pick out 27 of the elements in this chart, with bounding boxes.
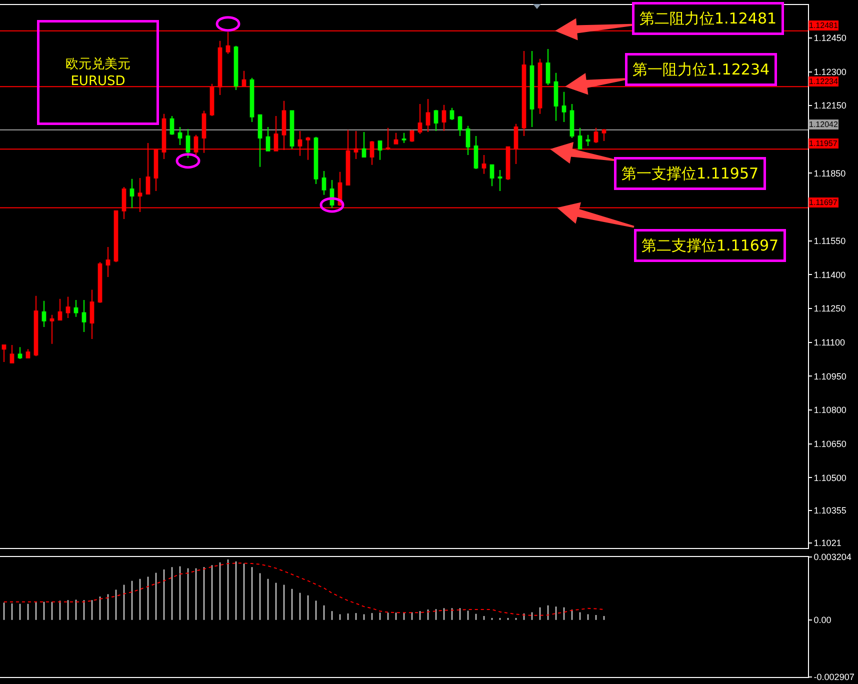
y-tick-label: 1.12150: [814, 100, 846, 111]
ref-line-label: 1.11957: [809, 139, 838, 148]
y-tick-label: 1.12300: [814, 66, 846, 77]
y-tick-label: 0.00: [814, 615, 832, 626]
annotation: 欧元兑美元 EURUSD: [66, 56, 130, 89]
annotation: 第二阻力位1.12481: [640, 10, 777, 28]
y-tick-label: 1.11400: [814, 270, 846, 280]
y-tick-label: 1.11850: [814, 168, 846, 178]
ref-line-label: 1.12234: [809, 77, 838, 86]
y-tick-label: 0.003204: [814, 552, 852, 562]
y-tick-label: 1.11550: [814, 236, 846, 246]
y-tick-label: -0.002907: [814, 672, 854, 682]
y-tick-label: 1.1021: [814, 538, 842, 548]
y-tick-label: 1.10800: [814, 405, 846, 416]
annotation: 第一阻力位1.12234: [632, 60, 770, 78]
y-tick-label: 1.10650: [814, 438, 846, 449]
annotation: 第二支撑位1.11697: [642, 236, 779, 254]
y-tick-label: 1.10500: [814, 472, 846, 483]
y-tick-label: 1.10950: [814, 371, 846, 382]
ref-line-label: 1.11697: [809, 198, 838, 207]
y-tick-label: 1.11250: [814, 304, 846, 314]
ref-line-label: 1.12481: [809, 21, 838, 30]
y-tick-label: 1.12450: [814, 33, 846, 44]
ref-line-label: 1.12042: [809, 120, 838, 129]
annotation: 第一支撑位1.11957: [622, 164, 759, 182]
y-tick-label: 1.10355: [814, 505, 846, 516]
y-tick-label: 1.11100: [814, 338, 846, 348]
